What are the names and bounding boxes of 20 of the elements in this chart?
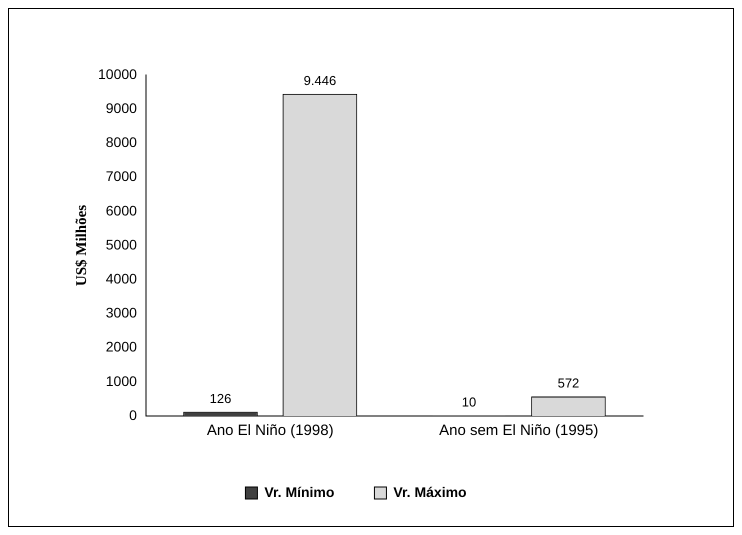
data-label: 572 [558,376,580,391]
x-tick-label: Ano El Niño (1998) [206,422,334,440]
y-tick-label: 7000 [106,168,138,184]
y-tick-label: 6000 [106,202,138,218]
y-tick-label: 3000 [106,304,138,321]
y-tick-label: 10000 [98,66,138,82]
y-tick-label: 2000 [106,338,138,355]
x-tick-label: Ano sem El Niño (1995) [439,422,598,440]
legend-label: Vr. Máximo [393,484,467,500]
legend-label: Vr. Mínimo [264,484,334,500]
data-label: 10 [462,394,476,410]
y-tick-label: 1000 [106,372,138,389]
y-axis-title: US$ Milhões [74,204,90,286]
y-tick-label: 5000 [106,236,138,252]
data-label: 9.446 [304,72,336,88]
y-tick-label: 9000 [106,100,138,116]
y-tick-label: 0 [129,406,138,423]
y-tick-label: 4000 [106,270,138,286]
data-label: 126 [210,390,232,406]
y-tick-label: 8000 [106,134,138,150]
